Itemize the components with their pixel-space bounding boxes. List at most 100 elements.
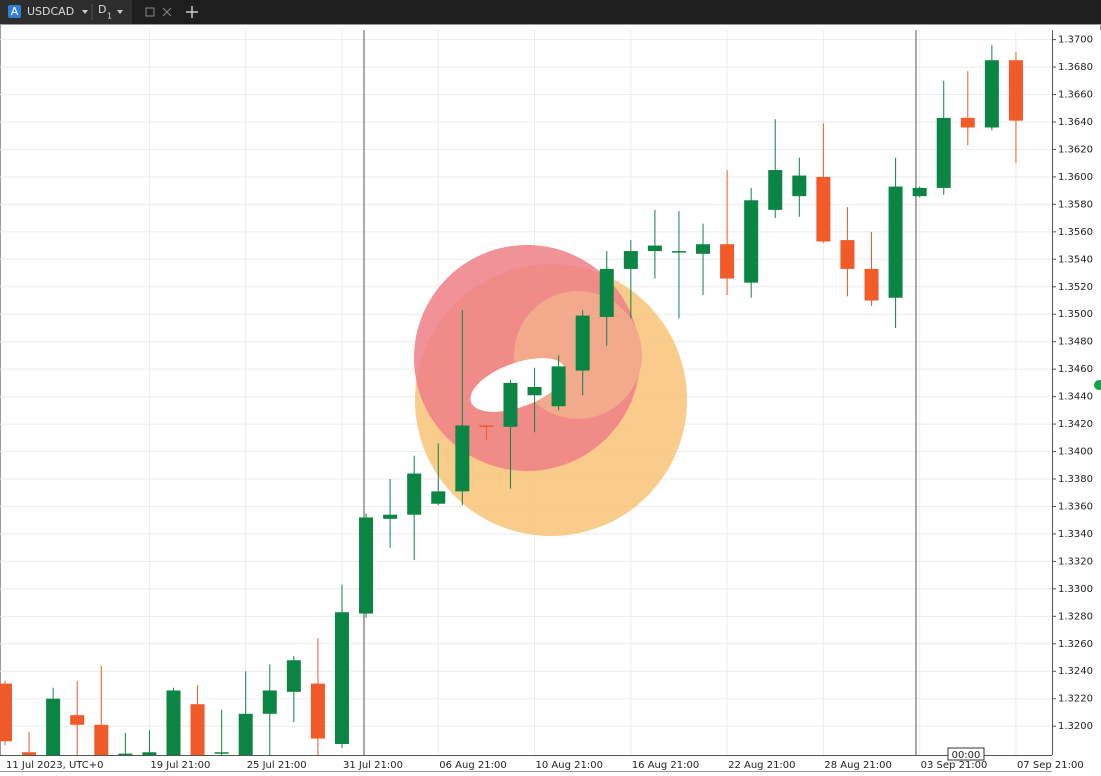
candle-body bbox=[912, 187, 927, 197]
candle-body bbox=[575, 315, 590, 371]
y-tick-label: 1.3420 bbox=[1058, 419, 1093, 430]
time-box bbox=[947, 747, 985, 761]
candles bbox=[0, 45, 1023, 756]
candle-body bbox=[46, 698, 61, 755]
y-tick-label: 1.3200 bbox=[1058, 721, 1093, 732]
candle-body bbox=[720, 244, 735, 279]
axis-labels: 1.3200 1.3220 1.3240 1.3260 1.3280 1.3300 1.33… bbox=[6, 35, 1093, 771]
logo-hole bbox=[470, 358, 566, 412]
y-tick-label: 1.3220 bbox=[1058, 694, 1093, 705]
symbol-icon bbox=[8, 5, 21, 18]
timeframe-sub: 1 bbox=[107, 12, 112, 21]
candle-body bbox=[671, 251, 686, 253]
candle-body bbox=[166, 690, 181, 755]
candle-body bbox=[118, 753, 133, 756]
candle-body bbox=[359, 517, 374, 614]
candle-body bbox=[623, 251, 638, 269]
x-tick-label: 10 Aug 21:00 bbox=[536, 760, 603, 771]
candle-body bbox=[22, 752, 37, 755]
candle-body bbox=[840, 240, 855, 269]
y-tick-label: 1.3460 bbox=[1058, 364, 1093, 375]
timeframe[interactable]: D bbox=[98, 3, 106, 16]
candle-body bbox=[238, 713, 253, 755]
detach-icon[interactable] bbox=[145, 7, 155, 17]
y-tick-label: 1.3400 bbox=[1058, 447, 1093, 458]
tab-bar bbox=[0, 0, 1101, 24]
y-tick-label: 1.3380 bbox=[1058, 474, 1093, 485]
symbol-tab[interactable] bbox=[0, 0, 132, 24]
candle-body bbox=[768, 170, 783, 210]
x-tick-label: 07 Sep 21:00 bbox=[1017, 760, 1084, 771]
candle-body bbox=[792, 175, 807, 197]
x-tick-label: 25 Jul 21:00 bbox=[247, 760, 307, 771]
y-tick-label: 1.3480 bbox=[1058, 337, 1093, 348]
y-tick-label: 1.3660 bbox=[1058, 90, 1093, 101]
y-tick-label: 1.3500 bbox=[1058, 309, 1093, 320]
candle-body bbox=[431, 491, 446, 504]
x-tick-label: 19 Jul 21:00 bbox=[150, 760, 210, 771]
x-tick-label: 11 Jul 2023, UTC+0 bbox=[6, 760, 104, 771]
x-tick-label: 03 Sep 21:00 bbox=[921, 760, 988, 771]
y-tick-label: 1.3700 bbox=[1058, 35, 1093, 46]
candle-body bbox=[696, 244, 711, 254]
candle-body bbox=[286, 660, 301, 692]
y-tick-label: 1.3600 bbox=[1058, 172, 1093, 183]
y-tick-label: 1.3520 bbox=[1058, 282, 1093, 293]
candle-body bbox=[479, 425, 494, 427]
x-tick-label: 06 Aug 21:00 bbox=[439, 760, 506, 771]
y-tick-label: 1.3340 bbox=[1058, 529, 1093, 540]
candle-body bbox=[310, 683, 325, 739]
candle-body bbox=[334, 612, 349, 745]
price-marker bbox=[1094, 380, 1101, 390]
candle-body bbox=[888, 186, 903, 298]
y-tick-label: 1.3260 bbox=[1058, 639, 1093, 650]
candle-body bbox=[262, 690, 277, 714]
y-tick-label: 1.3560 bbox=[1058, 227, 1093, 238]
y-tick-label: 1.3540 bbox=[1058, 254, 1093, 265]
y-tick-label: 1.3300 bbox=[1058, 584, 1093, 595]
y-tick-label: 1.3240 bbox=[1058, 666, 1093, 677]
candle-body bbox=[142, 752, 157, 755]
symbol-dropdown[interactable] bbox=[82, 10, 88, 14]
candle-body bbox=[936, 117, 951, 188]
candle-body bbox=[407, 473, 422, 515]
timeframe-dropdown[interactable] bbox=[117, 10, 123, 14]
candle-body bbox=[599, 268, 614, 317]
candle-body bbox=[94, 724, 109, 755]
time-box-label: 00:00 bbox=[952, 750, 981, 761]
x-tick-label: 31 Jul 21:00 bbox=[343, 760, 403, 771]
candle-body bbox=[960, 117, 975, 128]
x-tick-label: 28 Aug 21:00 bbox=[824, 760, 891, 771]
candle-body bbox=[0, 683, 12, 742]
y-tick-label: 1.3580 bbox=[1058, 199, 1093, 210]
candle-body bbox=[816, 176, 831, 242]
candle-body bbox=[647, 245, 662, 252]
add-tab[interactable] bbox=[186, 6, 198, 18]
y-tick-label: 1.3680 bbox=[1058, 62, 1093, 73]
close-icon[interactable] bbox=[162, 7, 172, 17]
candle-body bbox=[70, 715, 85, 725]
candle-body bbox=[744, 200, 759, 283]
symbol-icon-letter: A bbox=[11, 5, 19, 18]
candle-body bbox=[503, 382, 518, 427]
y-tick-label: 1.3640 bbox=[1058, 117, 1093, 128]
candle-body bbox=[1008, 60, 1023, 121]
candle-body bbox=[455, 425, 470, 492]
candle-body bbox=[383, 514, 398, 519]
x-tick-label: 22 Aug 21:00 bbox=[728, 760, 795, 771]
candle-body bbox=[864, 268, 879, 301]
y-tick-label: 1.3620 bbox=[1058, 144, 1093, 155]
candle-body bbox=[527, 387, 542, 396]
time-axis bbox=[0, 755, 1101, 771]
candle-body bbox=[551, 366, 566, 407]
candle-body bbox=[214, 752, 229, 754]
candle-body bbox=[984, 60, 999, 128]
watermark-logo bbox=[414, 245, 687, 536]
symbol-name[interactable]: USDCAD bbox=[27, 5, 74, 18]
y-tick-label: 1.3320 bbox=[1058, 556, 1093, 567]
price-axis bbox=[1052, 30, 1101, 772]
candle-body bbox=[190, 704, 205, 755]
y-tick-label: 1.3280 bbox=[1058, 611, 1093, 622]
